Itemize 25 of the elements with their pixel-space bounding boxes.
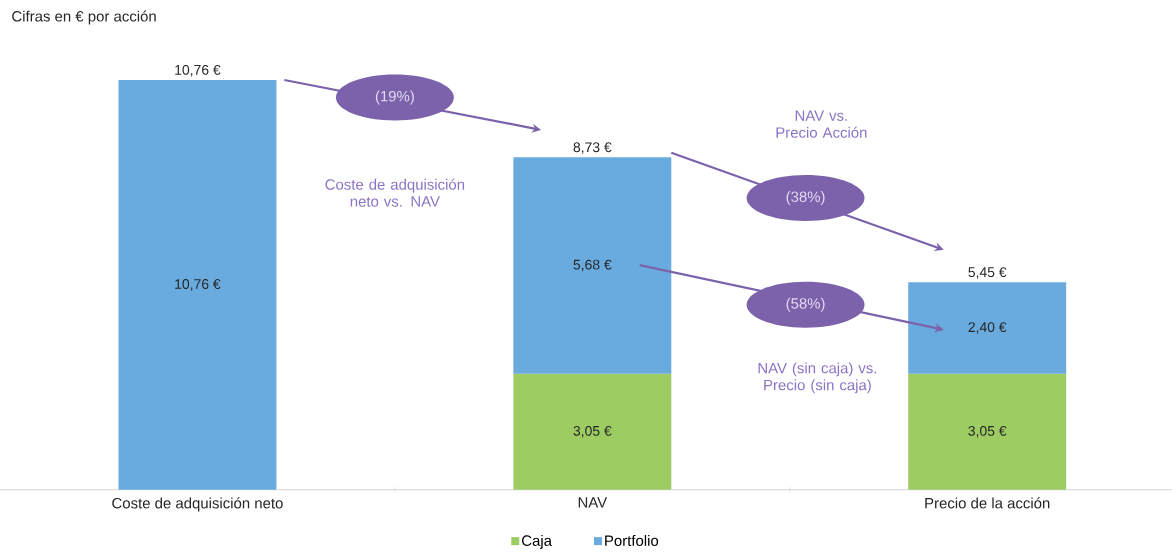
annotation: NAV vs. Precio Acción — [776, 110, 867, 138]
total-label: 8,73 € — [573, 142, 612, 154]
chart-title: Cifras en € por acción — [12, 10, 156, 25]
legend-label: Caja — [522, 535, 552, 549]
total-label: 5,45 € — [968, 267, 1007, 279]
annotation: (38%) — [786, 191, 825, 206]
bar — [908, 373, 1067, 490]
x-tick-label: Coste de adquisición neto — [112, 497, 283, 512]
data-label: 5,68 € — [573, 259, 612, 272]
x-tick-label: NAV — [578, 497, 608, 508]
annotation: Coste de adquisición neto vs. NAV — [325, 178, 465, 207]
bar — [513, 157, 672, 374]
data-label: 2,40 € — [968, 322, 1007, 334]
annotation: (19%) — [375, 90, 414, 105]
data-label: 10,76 € — [175, 279, 221, 291]
bar — [118, 80, 277, 490]
data-label: 3,05 € — [968, 426, 1007, 438]
bar — [908, 282, 1067, 374]
legend-label: Portfolio — [605, 535, 659, 547]
annotation: NAV (sin caja) vs. Precio (sin caja) — [758, 362, 877, 394]
total-label: 10,76 € — [175, 65, 221, 77]
x-tick-label: Precio de la acción — [925, 497, 1050, 509]
data-label: 3,05 € — [573, 426, 612, 438]
bar — [513, 373, 672, 490]
annotation: (58%) — [786, 297, 825, 312]
